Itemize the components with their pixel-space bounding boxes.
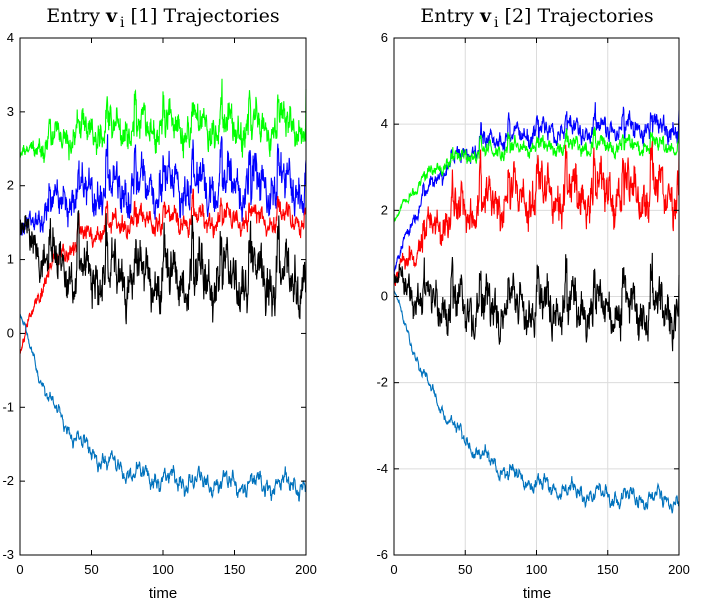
y-tick-label-1: -4 bbox=[376, 461, 388, 476]
x-tick-label-3: 150 bbox=[597, 562, 619, 577]
y-tick-label-5: 4 bbox=[381, 116, 388, 131]
y-tick-label-7: 4 bbox=[7, 30, 14, 45]
series-line-3 bbox=[19, 209, 307, 325]
y-tick-label-3: 0 bbox=[7, 325, 14, 340]
y-tick-label-2: -2 bbox=[376, 375, 388, 390]
x-tick-label-0: 0 bbox=[390, 562, 397, 577]
title-suffix: [2] Trajectories bbox=[499, 5, 654, 27]
series-line-0 bbox=[19, 78, 307, 163]
series-lines bbox=[19, 78, 307, 502]
series-line-1 bbox=[19, 134, 307, 236]
x-tick-label-4: 200 bbox=[668, 562, 690, 577]
y-tick-label-4: 1 bbox=[7, 252, 14, 267]
x-tick-label-1: 50 bbox=[458, 562, 472, 577]
y-tick-label-3: 0 bbox=[381, 289, 388, 304]
x-tick-label-2: 100 bbox=[152, 562, 174, 577]
y-tick-label-5: 2 bbox=[7, 178, 14, 193]
title-symbol: v bbox=[479, 5, 492, 27]
series-lines bbox=[393, 102, 680, 514]
series-line-3 bbox=[393, 252, 680, 352]
x-tick-label-2: 100 bbox=[526, 562, 548, 577]
y-tick-label-4: 2 bbox=[381, 202, 388, 217]
y-tick-label-0: -6 bbox=[376, 547, 388, 562]
title-symbol: v bbox=[105, 5, 118, 27]
axis-ticks: 0 50 100 150 200 -6 -4 -2 0 2 4 6 bbox=[376, 30, 689, 577]
series-line-4 bbox=[393, 290, 680, 514]
series-line-0 bbox=[393, 102, 680, 276]
x-axis-label-2: time bbox=[523, 585, 551, 602]
y-tick-label-0: -3 bbox=[2, 547, 14, 562]
x-tick-label-1: 50 bbox=[84, 562, 98, 577]
title-subscript: i bbox=[494, 15, 499, 31]
title-prefix: Entry bbox=[46, 5, 106, 27]
x-tick-label-4: 200 bbox=[295, 562, 317, 577]
title-prefix: Entry bbox=[420, 5, 480, 27]
axis-ticks: 0 50 100 150 200 -3 -2 -1 0 1 2 3 4 bbox=[2, 30, 316, 577]
title-suffix: [1] Trajectories bbox=[125, 5, 280, 27]
x-axis-label-1: time bbox=[149, 585, 177, 602]
series-line-1 bbox=[393, 125, 680, 223]
x-tick-label-3: 150 bbox=[224, 562, 246, 577]
series-line-4 bbox=[19, 313, 307, 502]
x-tick-label-0: 0 bbox=[16, 562, 23, 577]
title-subscript: i bbox=[120, 15, 125, 31]
series-line-2 bbox=[19, 188, 307, 355]
y-tick-label-6: 3 bbox=[7, 104, 14, 119]
y-tick-label-1: -2 bbox=[2, 473, 14, 488]
y-tick-label-2: -1 bbox=[2, 399, 14, 414]
series-line-2 bbox=[393, 141, 680, 287]
y-tick-label-6: 6 bbox=[381, 30, 388, 45]
